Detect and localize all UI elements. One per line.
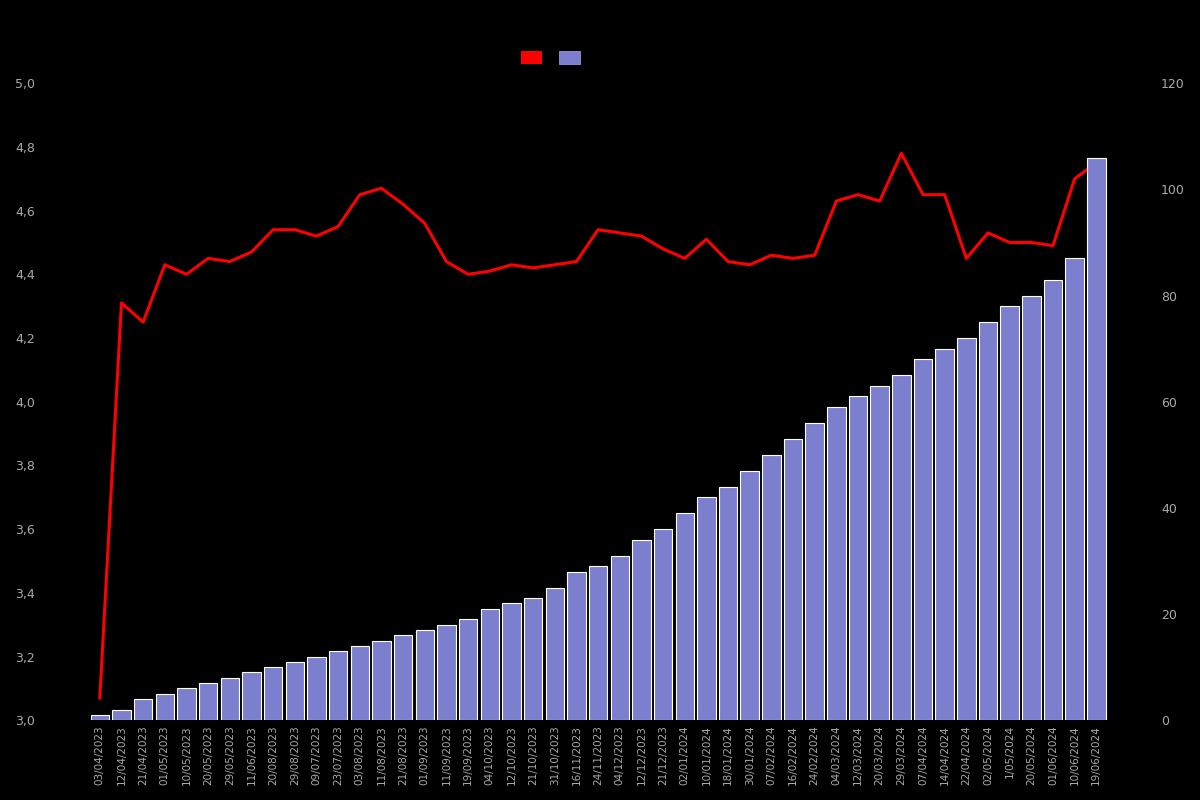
Bar <box>1001 306 1019 720</box>
Bar <box>611 556 629 720</box>
Bar <box>546 587 564 720</box>
Bar <box>762 455 780 720</box>
Bar <box>221 678 239 720</box>
Bar <box>958 338 976 720</box>
Bar <box>199 683 217 720</box>
Bar <box>156 694 174 720</box>
Bar <box>480 609 499 720</box>
Legend: , : , <box>516 46 590 70</box>
Bar <box>372 641 391 720</box>
Bar <box>654 529 672 720</box>
Bar <box>286 662 304 720</box>
Bar <box>437 625 456 720</box>
Bar <box>914 359 932 720</box>
Bar <box>307 657 325 720</box>
Bar <box>740 470 758 720</box>
Bar <box>936 349 954 720</box>
Bar <box>805 423 824 720</box>
Bar <box>415 630 434 720</box>
Bar <box>568 572 586 720</box>
Bar <box>892 375 911 720</box>
Bar <box>1066 258 1084 720</box>
Bar <box>979 322 997 720</box>
Bar <box>394 635 413 720</box>
Bar <box>848 397 868 720</box>
Bar <box>134 699 152 720</box>
Bar <box>91 715 109 720</box>
Bar <box>676 514 694 720</box>
Bar <box>264 667 282 720</box>
Bar <box>1087 158 1105 720</box>
Bar <box>870 386 889 720</box>
Bar <box>329 651 347 720</box>
Bar <box>589 566 607 720</box>
Bar <box>178 689 196 720</box>
Bar <box>1044 280 1062 720</box>
Bar <box>350 646 368 720</box>
Bar <box>242 673 260 720</box>
Bar <box>458 619 478 720</box>
Bar <box>632 540 650 720</box>
Bar <box>503 603 521 720</box>
Bar <box>827 407 846 720</box>
Bar <box>697 498 715 720</box>
Bar <box>719 486 737 720</box>
Bar <box>1022 295 1040 720</box>
Bar <box>784 439 803 720</box>
Bar <box>524 598 542 720</box>
Bar <box>113 710 131 720</box>
